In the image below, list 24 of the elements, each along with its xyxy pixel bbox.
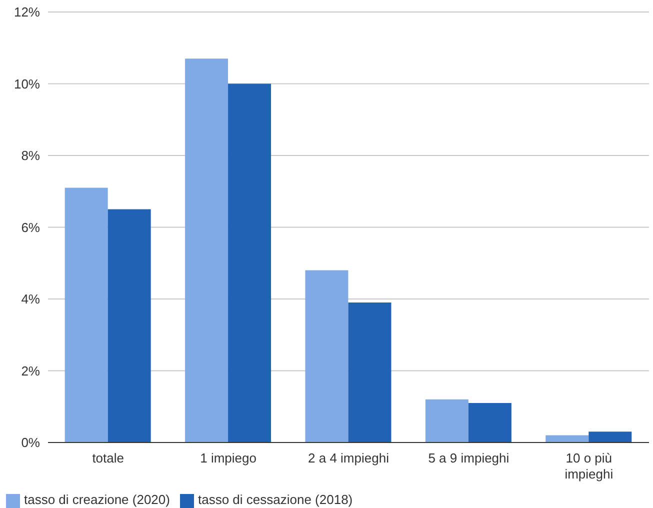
y-tick-label: 4% xyxy=(21,292,40,307)
y-tick-label: 12% xyxy=(14,4,40,20)
y-tick-label: 0% xyxy=(21,435,40,450)
y-tick-label: 8% xyxy=(21,148,40,164)
bar xyxy=(425,399,468,442)
legend-label: tasso di cessazione (2018) xyxy=(198,492,353,508)
x-tick-label: totale xyxy=(92,450,124,466)
bar xyxy=(305,270,348,442)
x-tick-label: 2 a 4 impieghi xyxy=(308,450,390,466)
bar xyxy=(64,188,108,442)
x-tick-label: 10 o più impieghi xyxy=(564,450,614,482)
bar xyxy=(588,432,632,442)
legend-label: tasso di creazione (2020) xyxy=(24,492,170,508)
y-tick-label: 6% xyxy=(21,220,40,235)
y-tick-label: 2% xyxy=(21,363,40,378)
bar xyxy=(185,58,228,442)
bar xyxy=(546,435,589,442)
bar xyxy=(108,209,151,442)
bar xyxy=(228,84,272,442)
y-tick-label: 10% xyxy=(14,76,40,92)
bar xyxy=(348,302,392,442)
x-tick-label: 5 a 9 impieghi xyxy=(428,450,510,466)
bar xyxy=(468,402,512,442)
x-tick-label: 1 impiego xyxy=(200,450,256,466)
